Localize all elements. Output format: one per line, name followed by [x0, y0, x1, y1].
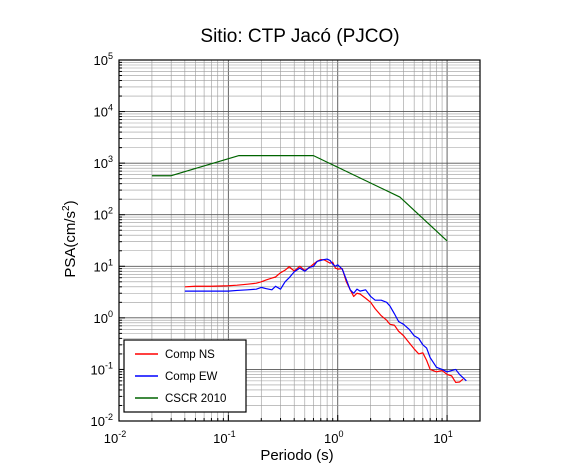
- y-tick-label: 10-2: [91, 412, 113, 429]
- y-tick-label: 105: [94, 51, 113, 68]
- y-tick-label-exponent: -2: [105, 412, 113, 422]
- y-tick-label-base: 10: [94, 311, 108, 326]
- axis-ticks: [118, 59, 481, 422]
- x-tick-labels: 10-2 10-1 100 101: [104, 429, 453, 446]
- y-tick-label-exponent: 2: [108, 206, 113, 216]
- y-tick-label-base: 10: [91, 414, 105, 429]
- x-tick-label-exponent: -1: [228, 429, 236, 439]
- y-tick-label-exponent: 3: [108, 154, 113, 164]
- x-axis-label: Periodo (s): [260, 447, 333, 464]
- series-line-comp-ew: [184, 258, 467, 382]
- x-tick-label-exponent: 1: [448, 429, 453, 439]
- plot-frame: [118, 59, 481, 422]
- y-tick-label-base: 10: [91, 362, 105, 377]
- legend-label-cscr: CSCR 2010: [165, 393, 226, 405]
- y-tick-label: 10-1: [91, 360, 113, 377]
- y-tick-label: 104: [94, 103, 113, 120]
- y-tick-label-exponent: 1: [108, 257, 113, 267]
- x-tick-label-exponent: 0: [338, 429, 343, 439]
- legend-label-ew: Comp EW: [165, 371, 218, 383]
- chart-title: Sitio: CTP Jacó (PJCO): [200, 26, 399, 47]
- x-tick-label-exponent: -2: [118, 429, 126, 439]
- y-tick-label: 103: [94, 154, 113, 171]
- x-tick-label-base: 10: [213, 431, 227, 446]
- series-lines: [151, 155, 467, 384]
- y-tick-label-base: 10: [94, 105, 108, 120]
- y-tick-label-base: 10: [94, 259, 108, 274]
- y-tick-label: 101: [94, 257, 113, 274]
- y-axis-label-close: ): [62, 200, 79, 205]
- y-axis-label-main: PSA(cm/s: [62, 211, 79, 278]
- y-tick-label-exponent: 4: [108, 103, 113, 113]
- x-tick-label-base: 10: [324, 431, 338, 446]
- y-tick-label-base: 10: [94, 53, 108, 68]
- x-tick-label: 101: [433, 429, 452, 446]
- y-tick-label-base: 10: [94, 208, 108, 223]
- y-tick-label: 102: [94, 206, 113, 223]
- y-tick-label: 100: [94, 309, 113, 326]
- x-tick-label: 100: [324, 429, 343, 446]
- y-tick-label-base: 10: [94, 156, 108, 171]
- legend: Comp NS Comp EW CSCR 2010: [123, 339, 247, 413]
- y-tick-label-exponent: -1: [105, 360, 113, 370]
- y-tick-label-exponent: 0: [108, 309, 113, 319]
- legend-label-ns: Comp NS: [165, 349, 215, 361]
- y-tick-label-exponent: 5: [108, 51, 113, 61]
- y-axis-label-superscript: 2: [61, 205, 72, 211]
- x-tick-label: 10-1: [213, 429, 235, 446]
- grid-lines: [118, 59, 481, 422]
- x-tick-label-base: 10: [433, 431, 447, 446]
- series-line-cscr-2010: [151, 155, 448, 242]
- x-tick-label: 10-2: [104, 429, 126, 446]
- y-axis-label: PSA(cm/s2): [61, 200, 79, 277]
- x-tick-label-base: 10: [104, 431, 118, 446]
